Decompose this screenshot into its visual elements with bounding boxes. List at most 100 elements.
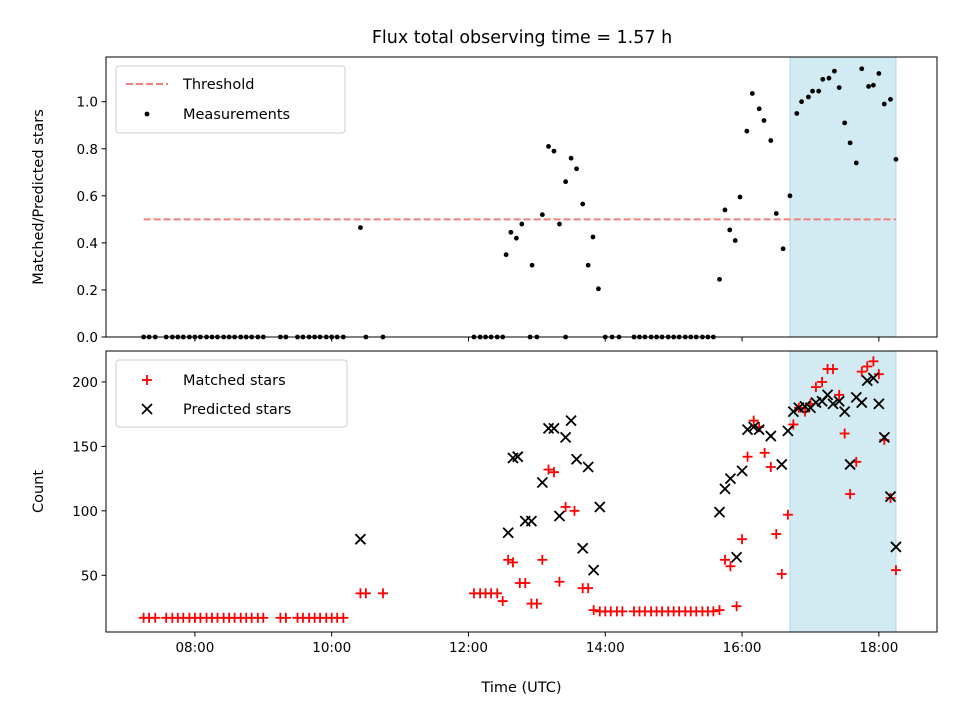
- predicted-star-point: [844, 458, 856, 471]
- y-tick-label: 50: [81, 568, 98, 584]
- matched-star-point: [492, 588, 503, 599]
- y-tick-label: 150: [72, 439, 98, 455]
- measurement-point: [866, 84, 872, 89]
- predicted-star-point: [765, 430, 777, 442]
- matched-star-point: [873, 369, 884, 380]
- matched-star-point: [548, 467, 559, 478]
- legend-box: [115, 359, 348, 428]
- predicted-star-point: [827, 398, 839, 410]
- matched-star-point: [560, 501, 571, 512]
- measurement-point: [557, 221, 562, 227]
- matched-star-point: [258, 612, 269, 623]
- measurement-point: [539, 212, 545, 218]
- measurement-point: [574, 166, 579, 172]
- predicted-star-point: [873, 398, 885, 410]
- matched-star-point: [845, 489, 856, 500]
- measurement-point: [888, 96, 893, 102]
- predicted-star-point: [884, 491, 897, 503]
- predicted-star-point: [730, 551, 743, 563]
- y-ticks: 0.0 0.2 0.4 0.6 0.8 1.0: [77, 95, 106, 346]
- x-tick-label: 18:00: [859, 640, 898, 656]
- predicted-star-point: [588, 564, 600, 576]
- legend-threshold-label: Threshold: [182, 77, 254, 93]
- measurement-point: [810, 88, 815, 94]
- measurement-point: [816, 88, 822, 94]
- matched-star-point: [765, 462, 776, 473]
- matched-star-point: [150, 612, 161, 623]
- matched-star-point: [771, 529, 782, 540]
- predicted-star-point: [878, 431, 890, 443]
- matched-star-point: [543, 464, 554, 475]
- measurement-point: [563, 179, 569, 185]
- legend-box: [115, 65, 346, 134]
- x-tick-label: 08:00: [175, 640, 214, 656]
- matched-star-point: [810, 382, 821, 393]
- predicted-star-point: [570, 453, 583, 465]
- predicted-star-point: [582, 461, 594, 473]
- matched-star-point: [537, 554, 548, 565]
- measurement-point: [546, 144, 551, 149]
- x-axis-label: Time (UTC): [480, 680, 561, 696]
- legend: Matched stars Predicted stars: [115, 359, 348, 428]
- predicted-star-point: [782, 425, 794, 437]
- measurement-point: [596, 286, 601, 292]
- measurement-point: [717, 276, 722, 282]
- predicted-star-point: [542, 422, 555, 434]
- predicted-star-point: [833, 395, 845, 407]
- matched-star-point: [834, 389, 845, 400]
- plot-frame: [105, 56, 938, 338]
- predicted-star-point: [565, 414, 577, 427]
- highlight-span: [789, 56, 897, 338]
- measurement-point: [780, 246, 786, 252]
- predicted-star-point: [594, 501, 606, 513]
- measurement-point: [893, 156, 899, 162]
- y-tick-label: 0.0: [77, 330, 98, 346]
- matched-star-point: [719, 554, 730, 565]
- panel-ratio: 0.0 0.2 0.4 0.6 0.8 1.0 Matched/Predicted sta…: [31, 56, 938, 346]
- matched-star-point: [520, 578, 531, 589]
- measurement-point: [590, 234, 596, 240]
- predicted-star-point: [736, 465, 748, 477]
- matched-star-point: [588, 605, 599, 616]
- matched-star-point: [507, 557, 518, 568]
- measurement-point: [773, 211, 779, 216]
- measurement-point: [787, 193, 793, 199]
- plot-frame: [105, 350, 938, 633]
- measurement-point: [749, 91, 755, 96]
- measurement-point: [551, 148, 557, 154]
- matched-star-point: [868, 356, 879, 367]
- y-tick-label: 200: [72, 375, 98, 391]
- measurement-point: [737, 194, 743, 200]
- predicted-star-point: [525, 515, 538, 527]
- predicted-star-point: [753, 423, 765, 436]
- measurement-point: [529, 262, 535, 268]
- measurement-point: [806, 94, 811, 100]
- measurement-point: [585, 262, 591, 268]
- measurement-point: [722, 207, 728, 213]
- measurement-point: [761, 118, 767, 123]
- matched-star-point: [497, 596, 508, 607]
- matched-star-point: [856, 366, 867, 377]
- predicted-star-point: [867, 372, 880, 384]
- predicted-star-point: [776, 458, 788, 471]
- matched-star-point: [338, 612, 349, 623]
- chart-title: Flux total observing time = 1.57 h: [372, 28, 672, 48]
- matched-star-point: [817, 376, 828, 387]
- panel-count: 08:00 10:00 12:00 14:00 16:00 18:00 50 100 150 2…: [31, 350, 938, 696]
- matched-star-point: [839, 428, 850, 439]
- predicted-star-point: [502, 527, 514, 539]
- measurement-point: [756, 106, 762, 112]
- x-tick-label: 16:00: [723, 640, 762, 656]
- predicted-star-point: [856, 396, 868, 409]
- predicted-star-point: [787, 405, 800, 418]
- matched-star-point: [583, 583, 594, 594]
- legend: Threshold Measurements: [115, 65, 346, 134]
- matched-star-point: [782, 509, 793, 520]
- measurement-point: [847, 140, 853, 146]
- predicted-star-point: [839, 405, 851, 418]
- measurement-point: [732, 238, 738, 243]
- y-tick-label: 0.4: [77, 236, 98, 252]
- y-axis-label: Count: [31, 470, 47, 513]
- y-ticks: 50 100 150 200: [72, 375, 106, 584]
